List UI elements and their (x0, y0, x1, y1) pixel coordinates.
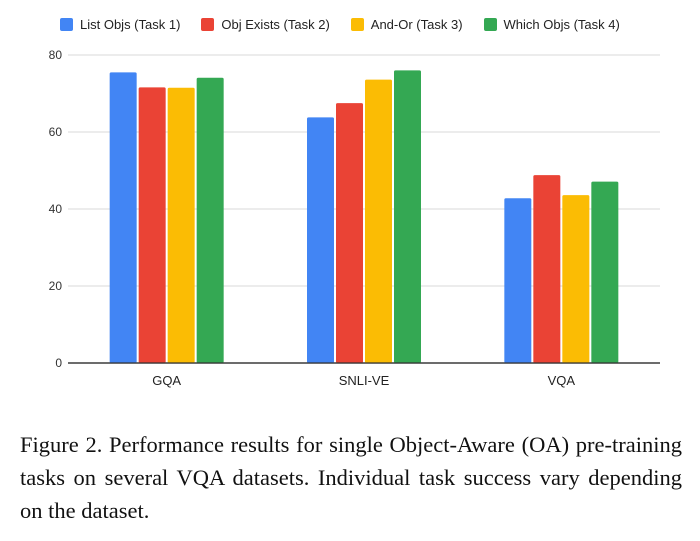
bar (307, 117, 334, 364)
chart-legend: List Objs (Task 1) Obj Exists (Task 2) And… (60, 12, 641, 36)
bar (138, 87, 166, 363)
y-tick-label: 80 (49, 48, 63, 62)
bar (591, 181, 619, 363)
legend-label: Which Objs (Task 4) (503, 16, 620, 32)
chart-plot: 0 20 40 60 80 GQA SNLI-VE VQA (49, 48, 660, 388)
legend-item: List Objs (Task 1) (60, 17, 180, 32)
x-tick-label: VQA (548, 373, 576, 388)
legend-swatch (483, 17, 497, 31)
y-tick-label: 0 (55, 356, 62, 370)
y-tick-label: 20 (49, 279, 63, 293)
legend-item: And-Or (Task 3) (350, 16, 463, 32)
legend-label: Obj Exists (Task 2) (221, 16, 330, 32)
legend-label: List Objs (Task 1) (80, 16, 181, 32)
bar (365, 79, 392, 363)
chart: List Objs (Task 1) Obj Exists (Task 2) And… (49, 12, 660, 388)
bar (196, 77, 224, 363)
bar (394, 70, 421, 364)
legend-swatch (60, 17, 73, 31)
bar (167, 87, 195, 363)
x-tick-label: SNLI-VE (339, 373, 390, 388)
bar (336, 103, 363, 363)
y-tick-label: 60 (49, 125, 63, 139)
legend-swatch (350, 17, 364, 31)
figure-caption: Figure 2. Performance results for single… (20, 432, 682, 523)
y-tick-label: 40 (49, 202, 63, 216)
bar (562, 195, 590, 363)
x-tick-label: GQA (152, 373, 181, 388)
bar (109, 72, 137, 363)
legend-item: Which Objs (Task 4) (483, 16, 620, 32)
legend-label: And-Or (Task 3) (370, 16, 463, 32)
bar (533, 175, 561, 363)
legend-swatch (201, 17, 215, 31)
bar (504, 198, 532, 363)
legend-item: Obj Exists (Task 2) (201, 16, 330, 32)
